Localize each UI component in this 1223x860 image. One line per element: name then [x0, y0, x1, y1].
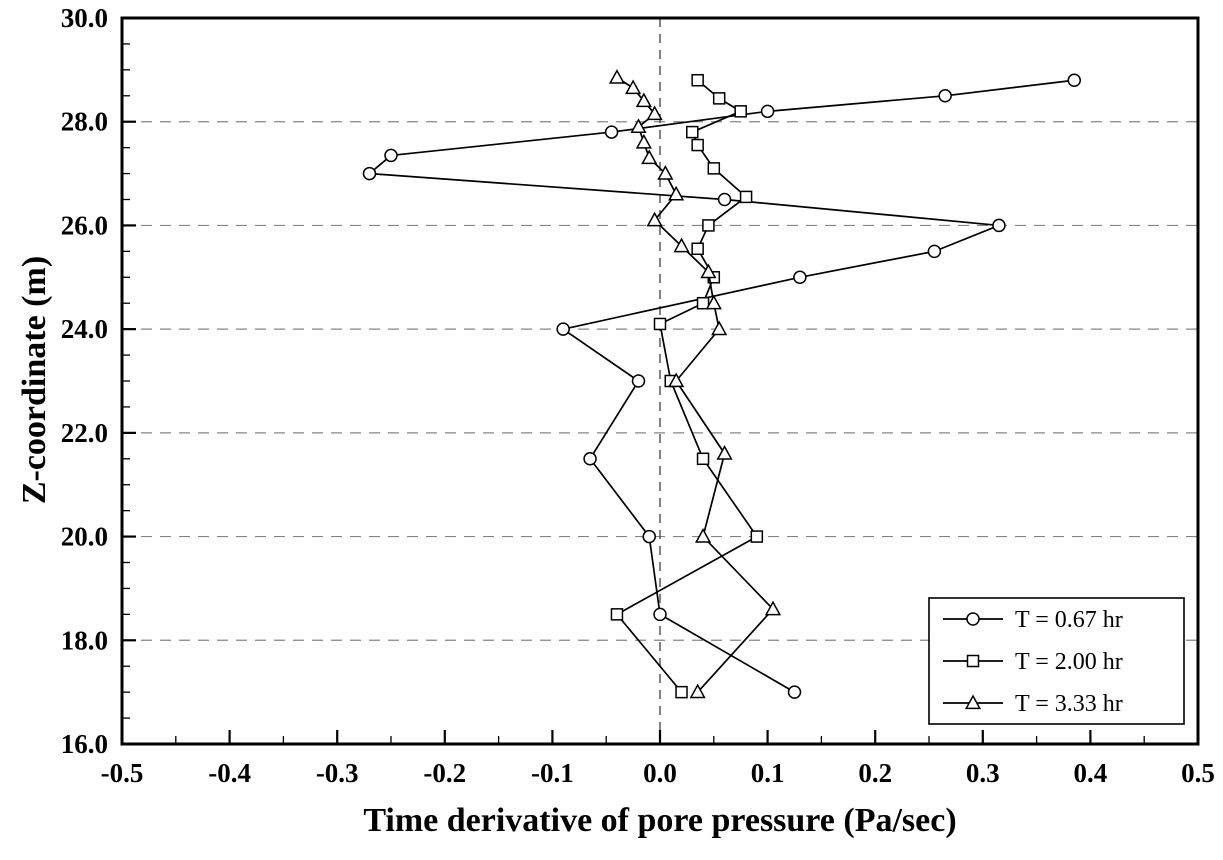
svg-text:0.3: 0.3: [966, 758, 1000, 788]
svg-text:24.0: 24.0: [61, 314, 108, 344]
svg-text:-0.2: -0.2: [423, 758, 466, 788]
svg-text:T = 0.67 hr: T = 0.67 hr: [1015, 607, 1123, 633]
legend: T = 0.67 hr T = 2.00 hr T = 3.33 hr: [928, 597, 1185, 725]
x-axis-label: Time derivative of pore pressure (Pa/sec…: [363, 802, 957, 839]
tick-labels: -0.5 -0.4 -0.3 -0.2 -0.1 0.0 0.1 0.2 0.3 0.4 0.5 16…: [61, 3, 1215, 788]
svg-text:18.0: 18.0: [61, 625, 108, 655]
svg-text:0.5: 0.5: [1181, 758, 1215, 788]
svg-text:22.0: 22.0: [61, 418, 108, 448]
svg-text:16.0: 16.0: [61, 729, 108, 759]
svg-text:30.0: 30.0: [61, 3, 108, 33]
axis-ticks: [120, 16, 1200, 746]
svg-text:-0.1: -0.1: [531, 758, 574, 788]
svg-text:28.0: 28.0: [61, 107, 108, 137]
y-axis-label: Z-coordinate (m): [16, 255, 53, 505]
svg-text:T = 3.33 hr: T = 3.33 hr: [1015, 691, 1123, 717]
svg-text:0.0: 0.0: [643, 758, 677, 788]
series-square: [610, 73, 764, 699]
svg-text:-0.5: -0.5: [101, 758, 144, 788]
svg-text:0.1: 0.1: [751, 758, 785, 788]
svg-text:20.0: 20.0: [61, 522, 108, 552]
svg-text:-0.3: -0.3: [316, 758, 359, 788]
svg-text:-0.4: -0.4: [208, 758, 251, 788]
series-circle: [362, 73, 1082, 699]
svg-text:26.0: 26.0: [61, 210, 108, 240]
svg-text:T = 2.00 hr: T = 2.00 hr: [1015, 649, 1123, 675]
svg-text:0.4: 0.4: [1074, 758, 1108, 788]
svg-text:0.2: 0.2: [858, 758, 892, 788]
series-triangle: [608, 69, 782, 699]
